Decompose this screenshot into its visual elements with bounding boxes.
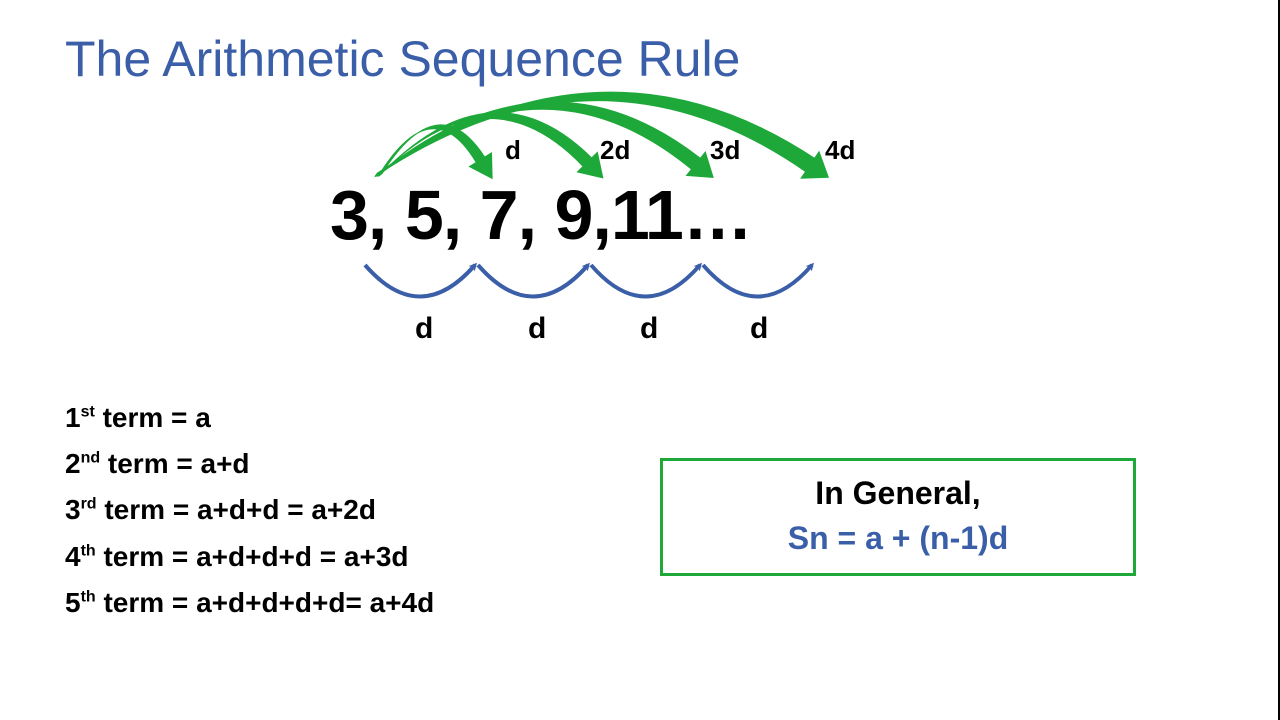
top-arc-label: 3d	[710, 135, 740, 166]
term-list: 1st term = a2nd term = a+d3rd term = a+d…	[65, 395, 434, 626]
sequence-numbers: 3, 5, 7, 9,11…	[330, 175, 930, 275]
formula-intro: In General,	[673, 475, 1123, 512]
green-arc-arrow	[377, 102, 713, 177]
slide: The Arithmetic Sequence Rule d 2d 3d 4d d d d…	[0, 0, 1280, 720]
term-line: 5th term = a+d+d+d+d= a+4d	[65, 580, 434, 626]
bottom-arc-label: d	[640, 312, 658, 346]
top-arc-label: d	[505, 135, 521, 166]
term-line: 2nd term = a+d	[65, 441, 434, 487]
formula-expression: Sn = a + (n-1)d	[673, 520, 1123, 557]
green-arc-arrow	[379, 113, 603, 178]
slide-title: The Arithmetic Sequence Rule	[65, 30, 740, 88]
bottom-arc-label: d	[528, 312, 546, 346]
top-arc-label: 4d	[825, 135, 855, 166]
bottom-arc-label: d	[750, 312, 768, 346]
formula-box: In General, Sn = a + (n-1)d	[660, 458, 1136, 576]
term-line: 1st term = a	[65, 395, 434, 441]
sequence-text: 3, 5, 7, 9,11…	[330, 176, 752, 254]
bottom-arc-label: d	[415, 312, 433, 346]
term-line: 3rd term = a+d+d = a+2d	[65, 487, 434, 533]
green-arc-arrow	[378, 125, 492, 179]
top-arc-label: 2d	[600, 135, 630, 166]
term-line: 4th term = a+d+d+d = a+3d	[65, 534, 434, 580]
